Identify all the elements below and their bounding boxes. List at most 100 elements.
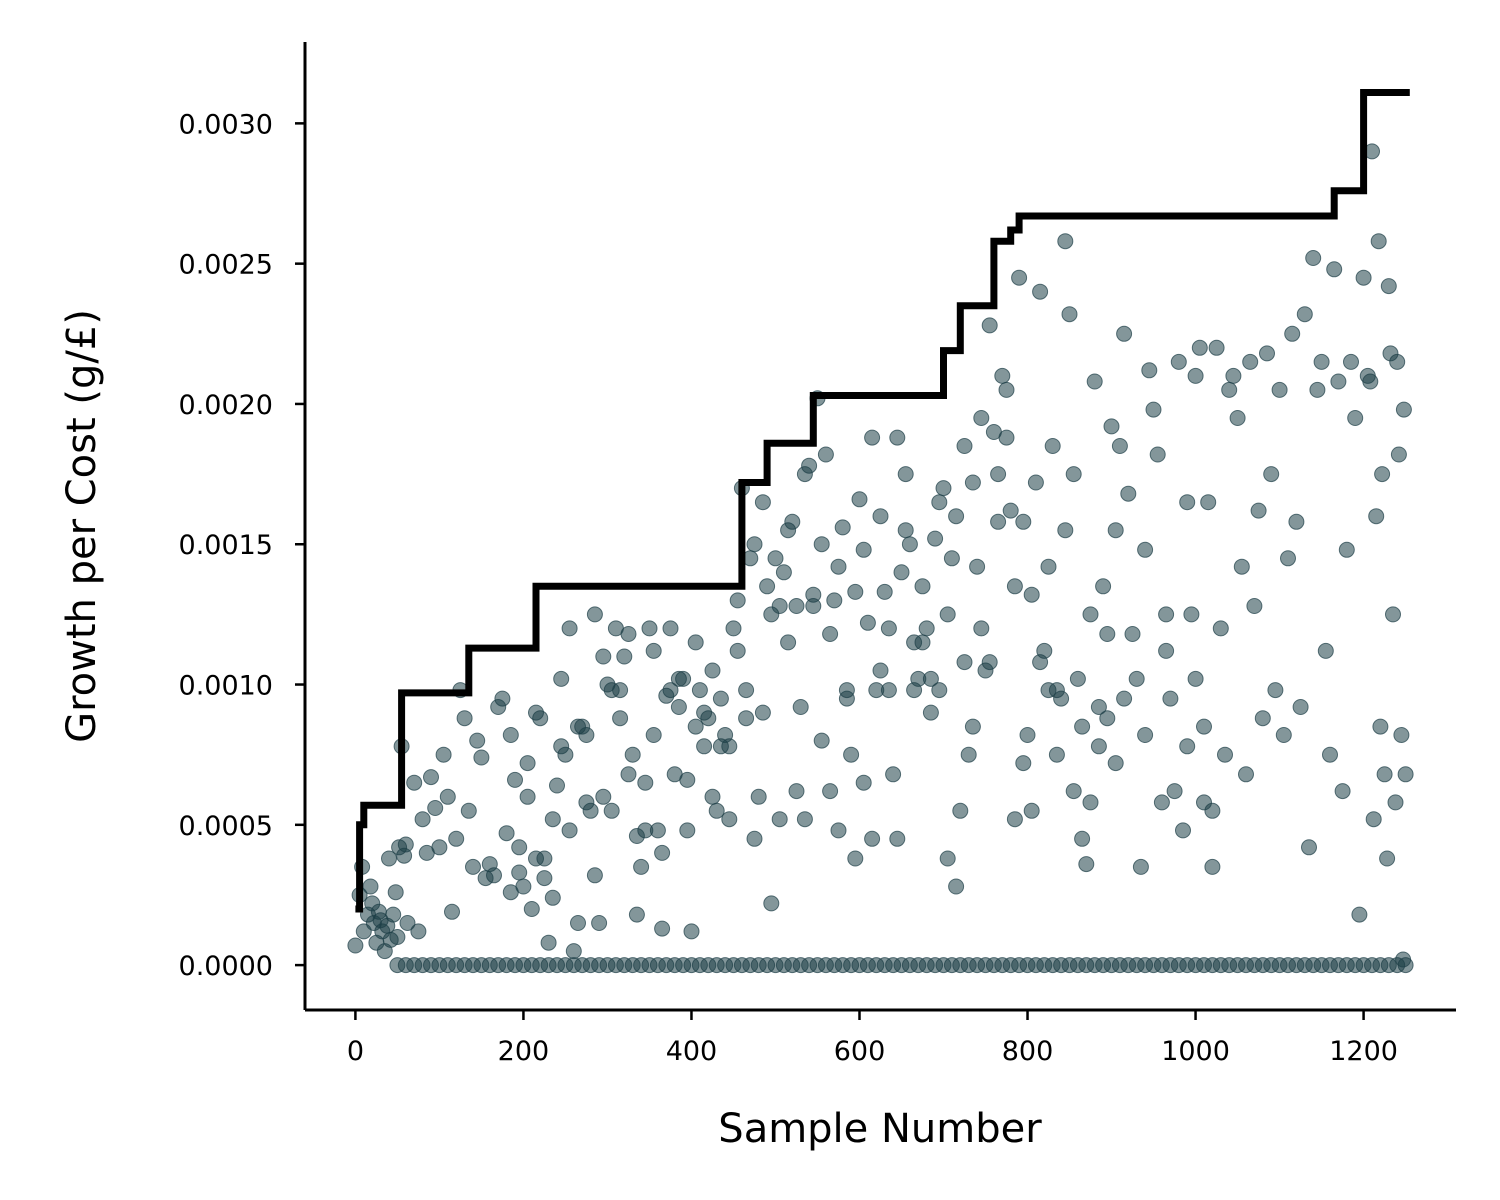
scatter-point — [1187, 670, 1204, 687]
scatter-point — [347, 937, 364, 954]
scatter-point — [1382, 345, 1399, 362]
y-tick-label: 0.0000 — [179, 951, 273, 982]
scatter-point — [1292, 699, 1309, 715]
scatter-point — [683, 923, 700, 940]
scatter-point — [935, 480, 952, 497]
scatter-point — [620, 626, 637, 642]
scatter-point — [704, 662, 721, 679]
scatter-point — [775, 564, 792, 581]
scatter-point — [981, 317, 998, 334]
scatter-point — [1074, 830, 1091, 847]
scatter-point — [1229, 410, 1246, 426]
scatter-point — [1351, 906, 1368, 923]
scatter-point — [519, 788, 536, 805]
x-tick-label: 1000 — [1161, 1036, 1230, 1067]
scatter-point — [561, 620, 578, 637]
scatter-point — [603, 802, 620, 819]
scatter-point — [578, 727, 595, 743]
scatter-point — [1082, 794, 1099, 811]
x-tick-label: 200 — [498, 1036, 550, 1067]
scatter-point — [1309, 381, 1326, 398]
scatter-point — [948, 508, 965, 525]
scatter-point — [1057, 522, 1074, 539]
scatter-point — [943, 550, 960, 567]
scatter-point — [1322, 746, 1338, 763]
scatter-point — [973, 620, 990, 637]
scatter-point — [1280, 550, 1296, 567]
scatter-point — [1032, 654, 1049, 671]
scatter-point — [931, 682, 948, 699]
scatter-point — [864, 429, 881, 446]
scatter-point — [362, 878, 379, 895]
x-tick-label: 400 — [666, 1036, 718, 1067]
scatter-point — [889, 830, 906, 847]
scatter-point — [628, 906, 645, 923]
scatter-point — [435, 746, 452, 763]
scatter-point — [1044, 438, 1061, 454]
scatter-point — [738, 682, 755, 699]
scatter-point — [725, 620, 742, 637]
scatter-point — [460, 802, 477, 819]
scatter-point — [901, 536, 918, 553]
scatter-point — [1061, 306, 1078, 323]
scatter-point — [536, 870, 553, 887]
scatter-point — [536, 850, 553, 867]
scatter-point — [1040, 558, 1057, 575]
scatter-point — [914, 578, 931, 595]
scatter-point — [813, 732, 830, 749]
scatter-point — [1153, 794, 1170, 811]
scatter-point — [1187, 367, 1204, 384]
scatter-point — [1095, 578, 1112, 595]
scatter-point — [1395, 401, 1412, 418]
scatter-point — [721, 811, 738, 828]
scatter-point — [662, 620, 679, 637]
scatter-point — [767, 550, 784, 567]
scatter-point — [670, 670, 687, 687]
scatter-point — [1120, 485, 1137, 502]
scatter-point — [788, 598, 805, 614]
scatter-point — [990, 513, 1007, 530]
scatter-point — [1372, 718, 1389, 735]
scatter-point — [1376, 766, 1393, 783]
scatter-point — [389, 929, 406, 945]
scatter-point — [1385, 606, 1401, 623]
scatter-point — [1355, 269, 1372, 286]
best-so-far-line — [355, 89, 1410, 913]
scatter-point — [746, 536, 763, 553]
scatter-point — [969, 558, 986, 575]
scatter-point — [712, 690, 729, 707]
scatter-point — [444, 903, 460, 920]
scatter-point — [1275, 727, 1292, 743]
scatter-point — [1288, 513, 1305, 530]
scatter-point — [1032, 283, 1049, 300]
scatter-point — [897, 466, 914, 483]
scatter-point — [885, 766, 902, 783]
scatter-point — [1217, 746, 1233, 763]
scatter-point — [586, 867, 603, 884]
scatter-point — [498, 825, 515, 842]
scatter-point — [1326, 261, 1343, 278]
scatter-point — [1132, 858, 1149, 875]
scatter-points — [347, 143, 1414, 974]
scatter-point — [754, 704, 771, 721]
scatter-point — [1048, 682, 1065, 699]
scatter-point — [939, 606, 956, 623]
scatter-point — [864, 830, 881, 847]
scatter-point — [410, 923, 427, 940]
scatter-point — [1065, 783, 1082, 800]
scatter-point — [1090, 699, 1107, 715]
scatter-point — [1204, 858, 1221, 875]
scatter-point — [620, 766, 637, 783]
scatter-point — [1330, 373, 1347, 390]
scatter-point — [1365, 811, 1382, 828]
scatter-point — [595, 648, 612, 665]
scatter-point — [998, 429, 1015, 446]
scatter-point — [1208, 339, 1225, 356]
scatter-point — [822, 626, 839, 642]
scatter-point — [792, 699, 809, 715]
scatter-point — [1200, 494, 1217, 511]
scatter-point — [1175, 822, 1191, 839]
scatter-point — [956, 654, 973, 671]
scatter-point — [851, 491, 868, 508]
scatter-point — [998, 381, 1015, 398]
